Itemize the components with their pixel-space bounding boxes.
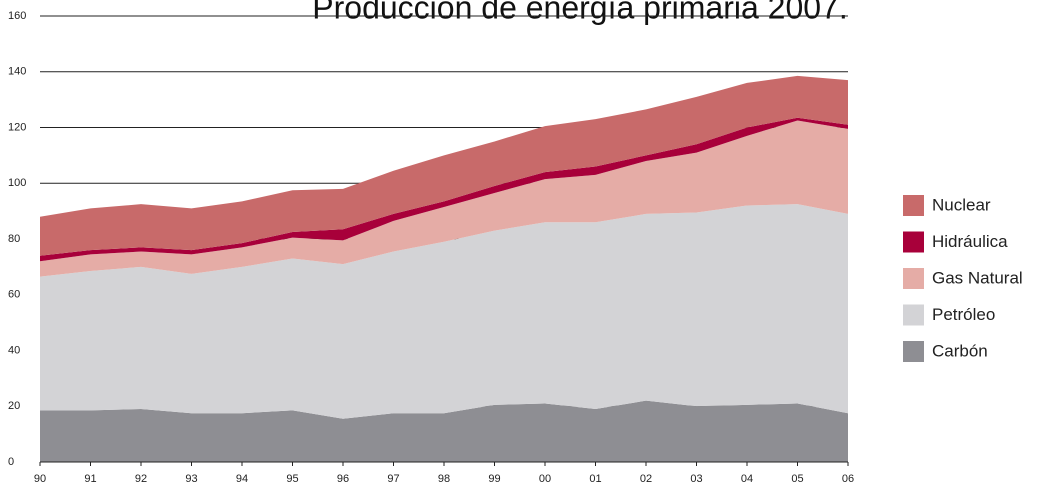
x-tick-label: 01: [589, 473, 601, 485]
area: [40, 400, 848, 462]
area: [40, 204, 848, 419]
x-tick-label: 03: [690, 473, 702, 485]
y-tick-label: 0: [8, 456, 14, 468]
legend-label: Gas Natural: [932, 268, 1023, 287]
x-tick-label: 02: [640, 473, 652, 485]
x-tick-label: 95: [286, 473, 298, 485]
legend-label: Carbón: [932, 341, 988, 360]
y-tick-label: 160: [8, 10, 26, 22]
x-tick-label: 93: [185, 473, 197, 485]
x-tick-label: 06: [842, 473, 854, 485]
legend-swatch: [903, 231, 924, 253]
x-tick-label: 92: [135, 473, 147, 485]
x-tick-label: 05: [791, 473, 803, 485]
x-tick-label: 96: [337, 473, 349, 485]
legend-label: Nuclear: [932, 195, 991, 214]
legend-swatch: [903, 195, 924, 216]
area: [40, 75, 848, 256]
legend-swatch: [903, 304, 924, 326]
legend-swatch: [903, 268, 924, 289]
y-tick-label: 120: [8, 121, 26, 133]
legend-swatch: [903, 341, 924, 362]
x-tick-label: 00: [539, 473, 551, 485]
y-tick-label: 20: [8, 400, 20, 412]
x-tick-label: 94: [236, 473, 248, 485]
x-tick-label: 91: [84, 473, 96, 485]
y-tick-label: 40: [8, 344, 20, 356]
x-tick-label: 98: [438, 473, 450, 485]
x-tick-label: 04: [741, 473, 753, 485]
x-tick-label: 97: [387, 473, 399, 485]
legend-label: Petróleo: [932, 305, 995, 324]
y-tick-label: 100: [8, 177, 26, 189]
x-tick-label: 90: [34, 473, 46, 485]
area: [40, 120, 848, 277]
y-tick-label: 140: [8, 66, 26, 78]
chart-title: Producción de energía primaria 2007.: [312, 0, 847, 25]
legend-label: Hidráulica: [932, 232, 1008, 251]
x-tick-label: 99: [488, 473, 500, 485]
y-tick-label: 60: [8, 289, 20, 301]
y-tick-label: 80: [8, 233, 20, 245]
